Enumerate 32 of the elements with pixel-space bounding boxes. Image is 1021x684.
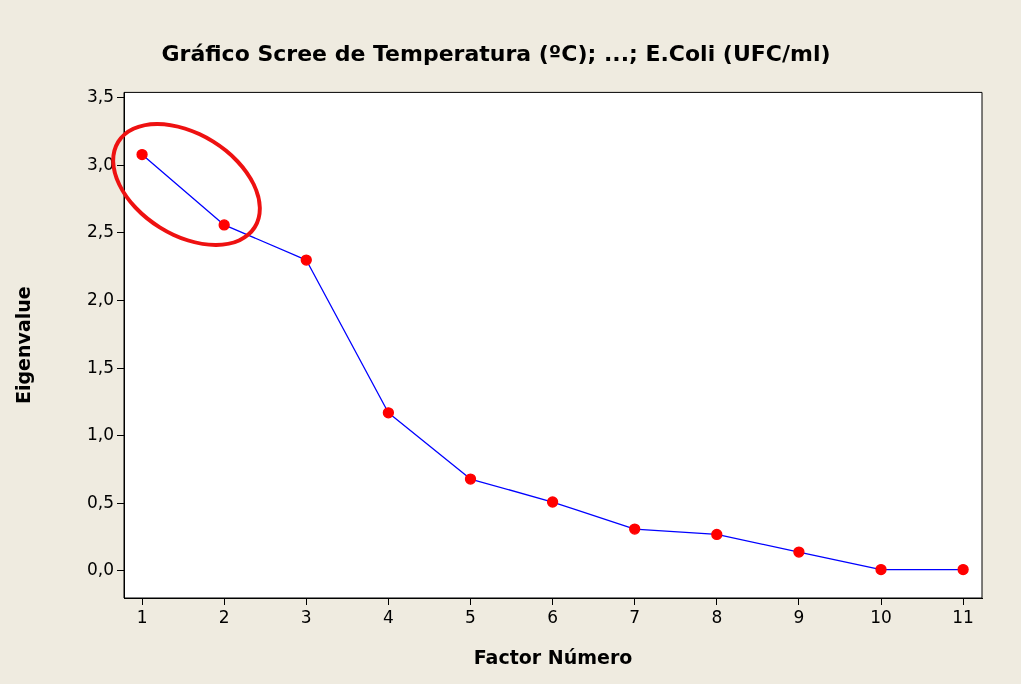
x-tick-label: 7 <box>629 606 641 627</box>
point <box>957 563 969 576</box>
point <box>875 563 887 576</box>
x-tick-label: 11 <box>952 606 974 627</box>
x-tick-label: 6 <box>547 606 558 627</box>
x-tick-label: 5 <box>465 606 476 627</box>
point <box>629 523 641 535</box>
point <box>300 254 312 266</box>
x-axis-title: Factor Número <box>473 645 633 668</box>
y-tick-label: 1,0 <box>86 424 114 445</box>
point <box>382 407 395 419</box>
x-tick-label: 3 <box>300 606 312 627</box>
x-tick-label: 4 <box>382 606 394 627</box>
point <box>464 473 477 485</box>
point <box>218 219 230 231</box>
x-tick-label: 2 <box>218 606 230 627</box>
point <box>136 148 148 161</box>
point <box>793 546 805 558</box>
x-tick-label: 10 <box>870 606 892 627</box>
chart-title: Gráfico Scree de Temperatura (ºC); ...; E.Coli (UFC/ml) <box>161 40 831 66</box>
y-axis-title: Eigenvalue <box>12 286 35 405</box>
y-tick-label: 0,0 <box>86 559 114 580</box>
y-tick-label: 2,5 <box>86 221 114 242</box>
point <box>546 496 559 508</box>
x-tick-label: 1 <box>136 606 148 627</box>
point <box>711 528 723 541</box>
x-tick-label: 9 <box>793 606 805 627</box>
y-tick-label: 2,0 <box>86 289 114 310</box>
y-tick-label: 1,5 <box>86 356 114 377</box>
x-tick-label: 8 <box>711 606 723 627</box>
y-tick-label: 0,5 <box>86 491 114 512</box>
y-tick-label: 3,5 <box>86 86 114 107</box>
